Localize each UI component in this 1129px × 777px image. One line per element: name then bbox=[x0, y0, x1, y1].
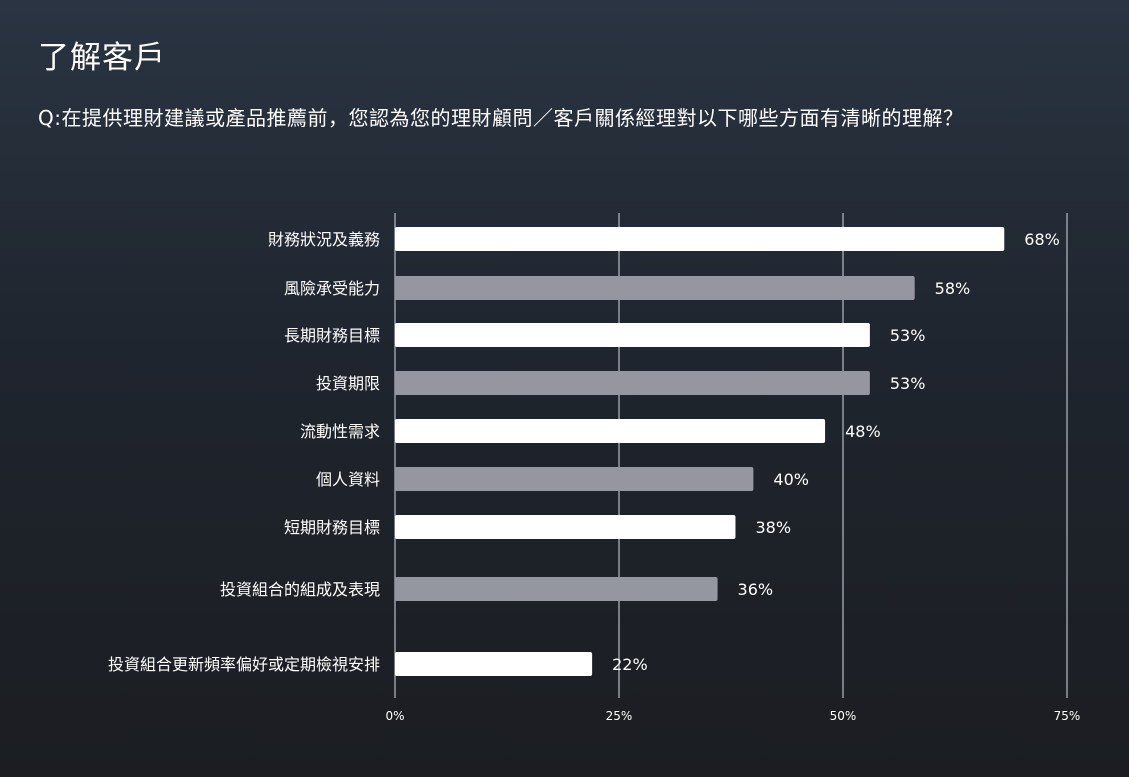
category-label: 投資組合更新頻率偏好或定期檢視安排 bbox=[108, 655, 380, 674]
bar bbox=[395, 276, 915, 300]
value-label: 40% bbox=[773, 470, 809, 489]
category-label: 投資組合的組成及表現 bbox=[220, 580, 380, 599]
category-label: 個人資料 bbox=[316, 470, 380, 489]
bar bbox=[395, 515, 736, 539]
value-label: 53% bbox=[890, 374, 926, 393]
x-tick-label: 25% bbox=[606, 709, 633, 723]
bars bbox=[395, 227, 1005, 676]
bar bbox=[395, 577, 718, 601]
category-label: 風險承受能力 bbox=[284, 279, 380, 298]
bar bbox=[395, 227, 1005, 251]
bar bbox=[395, 419, 826, 443]
category-label: 長期財務目標 bbox=[284, 326, 380, 345]
x-tick-label: 75% bbox=[1054, 709, 1081, 723]
bar bbox=[395, 652, 593, 676]
value-label: 36% bbox=[738, 580, 774, 599]
value-label: 58% bbox=[935, 279, 971, 298]
value-label: 48% bbox=[845, 422, 881, 441]
category-label: 流動性需求 bbox=[300, 422, 380, 441]
survey-question: Q:在提供理財建議或產品推薦前，您認為您的理財顧問／客戶關係經理對以下哪些方面有… bbox=[38, 106, 964, 130]
bar bbox=[395, 371, 870, 395]
value-label: 68% bbox=[1024, 230, 1060, 249]
bar bbox=[395, 323, 870, 347]
labels: 0% 25% 50% 75% 財務狀況及義務 68% 風險承受能力 58% 長期財務目標 53% 投… bbox=[108, 230, 1080, 723]
value-label: 22% bbox=[612, 655, 648, 674]
category-label: 投資期限 bbox=[316, 374, 380, 393]
bar bbox=[395, 467, 754, 491]
category-label: 財務狀況及義務 bbox=[268, 230, 380, 249]
value-label: 53% bbox=[890, 326, 926, 345]
page-title: 了解客戶 bbox=[38, 40, 166, 76]
value-label: 38% bbox=[755, 518, 791, 537]
x-tick-label: 0% bbox=[385, 709, 404, 723]
x-tick-label: 50% bbox=[830, 709, 857, 723]
category-label: 短期財務目標 bbox=[284, 518, 380, 537]
